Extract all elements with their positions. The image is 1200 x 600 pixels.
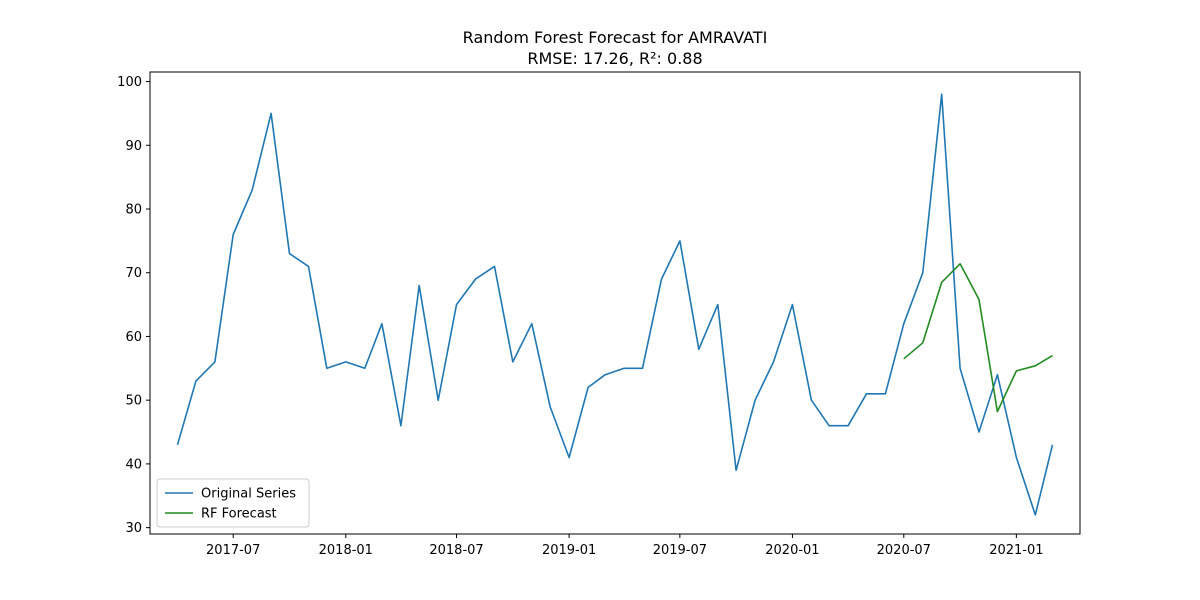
axes-frame [149, 71, 1081, 535]
y-tick-label: 50 [125, 394, 142, 409]
x-tick-label: 2019-07 [653, 543, 707, 558]
series-line-forecast [903, 262, 1053, 413]
x-tick-label: 2021-01 [989, 543, 1043, 558]
y-tick-label: 80 [125, 203, 142, 218]
x-tick-label: 2017-07 [206, 543, 260, 558]
y-tick-label: 60 [125, 330, 142, 345]
x-tick-label: 2020-07 [877, 543, 931, 558]
y-tick-label: 90 [125, 139, 142, 154]
legend-label: Original Series [201, 487, 296, 502]
x-tick-label: 2019-01 [542, 543, 596, 558]
x-tick-label: 2018-07 [429, 543, 483, 558]
plot-area: 30 40 50 60 70 80 90 100 2017-07 2018-01 2018-07 20… [117, 71, 1081, 558]
x-tick-label: 2020-01 [765, 543, 819, 558]
y-tick-label: 70 [125, 266, 142, 281]
chart-subtitle: RMSE: 17.26, R²: 0.88 [527, 49, 702, 68]
series-line-original [176, 93, 1054, 516]
legend-label: RF Forecast [201, 507, 277, 522]
chart-title: Random Forest Forecast for AMRAVATI [463, 28, 768, 47]
legend-box [156, 478, 310, 528]
x-tick-label: 2018-01 [319, 543, 373, 558]
y-tick-label: 30 [125, 521, 142, 536]
y-tick-label: 40 [125, 457, 142, 472]
y-tick-label: 100 [117, 75, 142, 90]
